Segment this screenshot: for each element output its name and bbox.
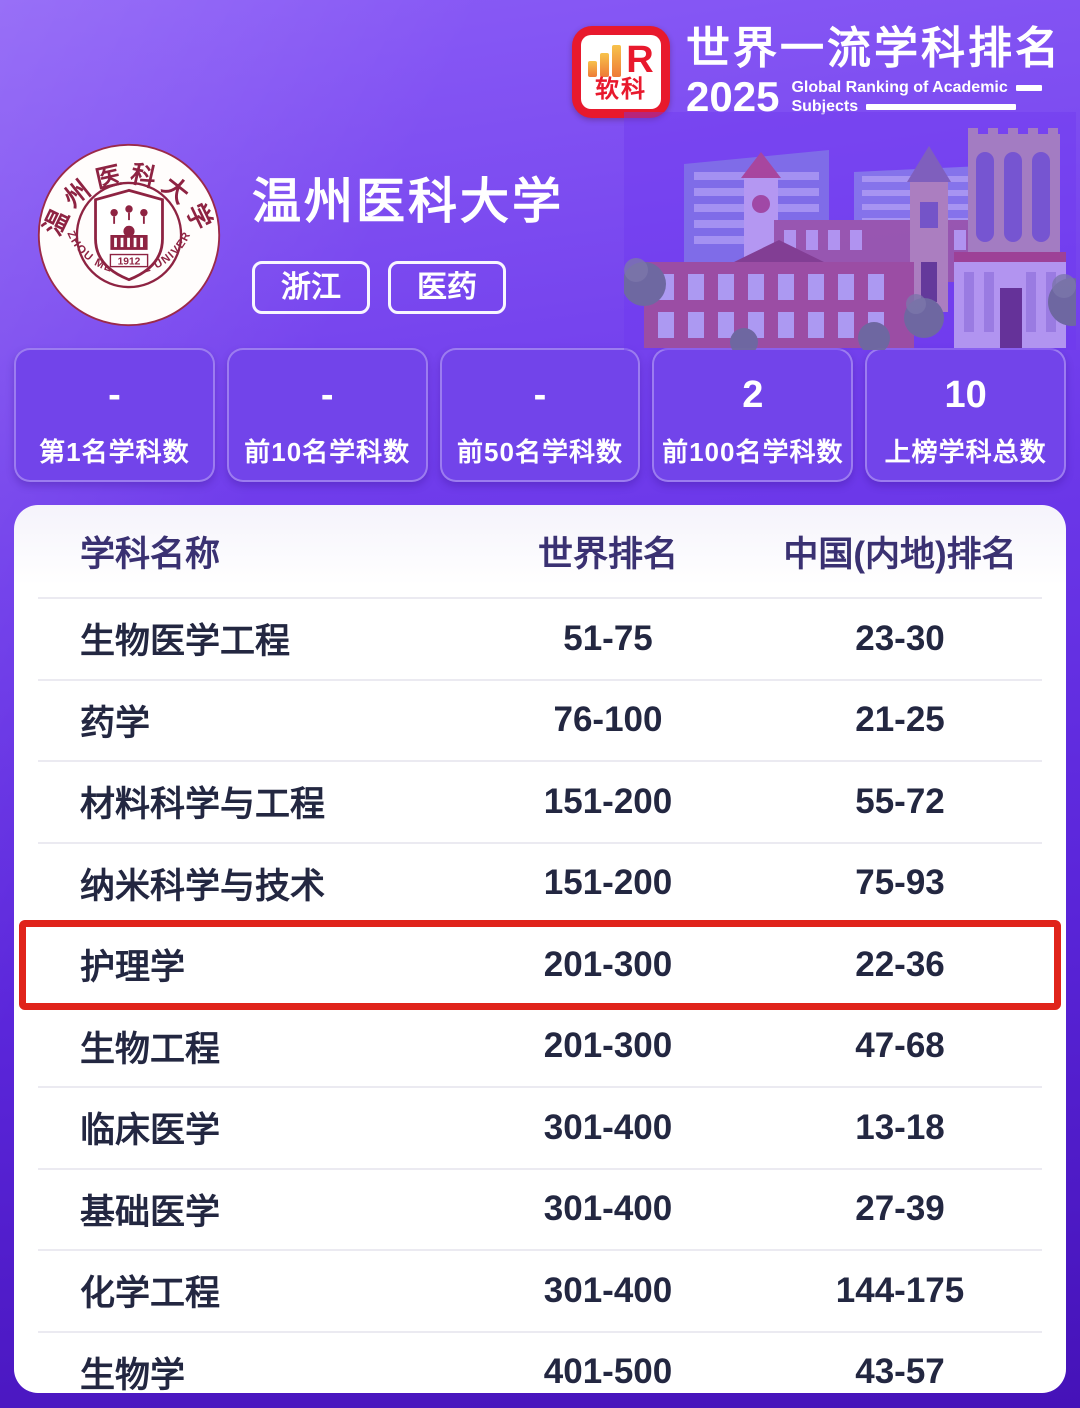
world-rank: 301-400 xyxy=(543,1107,673,1147)
stat-value: - xyxy=(533,374,547,416)
stat-label: 前10名学科数 xyxy=(244,437,411,467)
china-rank: 144-175 xyxy=(835,1270,965,1310)
world-rank: 301-400 xyxy=(543,1270,673,1310)
header-china-rank: 中国(内地)排名 xyxy=(783,534,1017,574)
stat-card-total: 10 上榜学科总数 xyxy=(865,348,1066,482)
table-row[interactable]: 基础医学 301-400 27-39 xyxy=(38,1167,1042,1250)
table-row[interactable]: 临床医学 301-400 13-18 xyxy=(38,1086,1042,1168)
stat-card-top10: - 前10名学科数 xyxy=(226,348,428,482)
world-rank: 201-300 xyxy=(543,944,673,984)
world-rank: 151-200 xyxy=(543,781,673,821)
logo-cn-text: 软科 xyxy=(595,76,647,103)
china-rank: 13-18 xyxy=(855,1107,945,1147)
seal-year: 1912 xyxy=(118,256,141,267)
ruanke-logo-mark-icon: R 软科 xyxy=(581,35,661,109)
dash-decoration xyxy=(866,103,1017,110)
table-row[interactable]: 生物工程 201-300 47-68 xyxy=(38,1004,1042,1087)
ruanke-logo: R 软科 xyxy=(572,26,670,118)
university-title-block: 温州医科大学 浙江 医药 xyxy=(252,162,564,314)
subject-name: 材料科学与工程 xyxy=(80,785,326,825)
subject-name: 生物学 xyxy=(80,1355,186,1395)
dash-decoration xyxy=(1015,84,1042,91)
table-row-highlighted[interactable]: 护理学 201-300 22-36 xyxy=(19,920,1061,1010)
china-rank: 22-36 xyxy=(855,944,945,984)
seal-building: 1912 xyxy=(109,225,149,268)
header-subject: 学科名称 xyxy=(80,534,221,574)
stat-card-top50: - 前50名学科数 xyxy=(439,348,641,482)
university-seal: 温州医科大学 WENZHOU MEDICAL UNIVERSITY 1912 xyxy=(30,133,222,333)
tag-category[interactable]: 医药 xyxy=(388,260,506,314)
china-rank: 75-93 xyxy=(855,863,945,903)
world-rank: 151-200 xyxy=(543,863,673,903)
seal-floral-decoration xyxy=(110,205,148,224)
stats-row: - 第1名学科数 - 前10名学科数 - 前50名学科数 2 前100名学科数 … xyxy=(14,348,1066,482)
stat-value: - xyxy=(108,374,121,416)
china-rank: 23-30 xyxy=(855,618,945,658)
subject-ranking-table: 学科名称 世界排名 中国(内地)排名 生物医学工程 51-75 23-30 药学… xyxy=(14,505,1066,1395)
china-rank: 27-39 xyxy=(855,1189,945,1229)
world-rank: 301-400 xyxy=(543,1189,673,1229)
china-rank: 21-25 xyxy=(855,700,945,740)
brand-text: 世界一流学科排名 2025 Global Ranking of Academic… xyxy=(686,24,1062,121)
table-row[interactable]: 生物学 401-500 43-57 xyxy=(38,1330,1042,1408)
china-rank: 55-72 xyxy=(855,781,945,821)
stat-card-top100: 2 前100名学科数 xyxy=(652,348,854,482)
world-rank: 201-300 xyxy=(543,1026,673,1066)
stat-label: 第1名学科数 xyxy=(39,437,190,467)
ranking-title: 世界一流学科排名 xyxy=(686,24,1062,73)
table-row[interactable]: 化学工程 301-400 144-175 xyxy=(38,1249,1042,1331)
header-world-rank: 世界排名 xyxy=(537,534,678,574)
subject-name: 护理学 xyxy=(80,948,186,988)
stat-label: 前50名学科数 xyxy=(457,437,623,467)
ranking-brand-header: R 软科 世界一流学科排名 2025 Global Ranking of Aca… xyxy=(572,24,1062,121)
subject-name: 临床医学 xyxy=(80,1111,221,1151)
subject-name: 生物医学工程 xyxy=(80,622,291,662)
subject-name: 基础医学 xyxy=(80,1192,221,1232)
university-name: 温州医科大学 xyxy=(252,174,565,229)
table-row[interactable]: 药学 76-100 21-25 xyxy=(38,678,1042,761)
tag-region[interactable]: 浙江 xyxy=(252,260,370,314)
campus-illustration xyxy=(622,112,1080,356)
world-rank: 76-100 xyxy=(553,700,663,740)
stat-value: 2 xyxy=(742,374,764,416)
logo-r-glyph: R xyxy=(626,39,654,81)
table-row[interactable]: 纳米科学与技术 151-200 75-93 xyxy=(38,841,1042,924)
table-header-row: 学科名称 世界排名 中国(内地)排名 xyxy=(38,505,1042,597)
subject-name: 药学 xyxy=(80,703,151,743)
stat-label: 前100名学科数 xyxy=(662,437,844,467)
subtitle-line1: Global Ranking of Academic xyxy=(791,79,1008,96)
table-row[interactable]: 材料科学与工程 151-200 55-72 xyxy=(38,760,1042,842)
university-header: 温州医科大学 WENZHOU MEDICAL UNIVERSITY 1912 xyxy=(30,133,564,333)
subtitle-line2: Subjects xyxy=(791,98,859,116)
stat-label: 上榜学科总数 xyxy=(884,437,1047,467)
stat-card-rank1: - 第1名学科数 xyxy=(14,348,215,482)
world-rank: 401-500 xyxy=(543,1352,673,1392)
stat-value: 10 xyxy=(944,374,987,416)
subject-name: 纳米科学与技术 xyxy=(80,866,326,906)
ranking-subtitle-en: Global Ranking of Academic Subjects xyxy=(791,78,1042,116)
subject-name: 生物工程 xyxy=(80,1029,221,1069)
subject-name: 化学工程 xyxy=(80,1274,221,1314)
ranking-year: 2025 xyxy=(686,73,780,121)
china-rank: 47-68 xyxy=(855,1026,945,1066)
world-rank: 51-75 xyxy=(563,618,653,658)
table-row[interactable]: 生物医学工程 51-75 23-30 xyxy=(38,597,1042,679)
stat-value: - xyxy=(320,374,334,416)
china-rank: 43-57 xyxy=(855,1352,945,1392)
